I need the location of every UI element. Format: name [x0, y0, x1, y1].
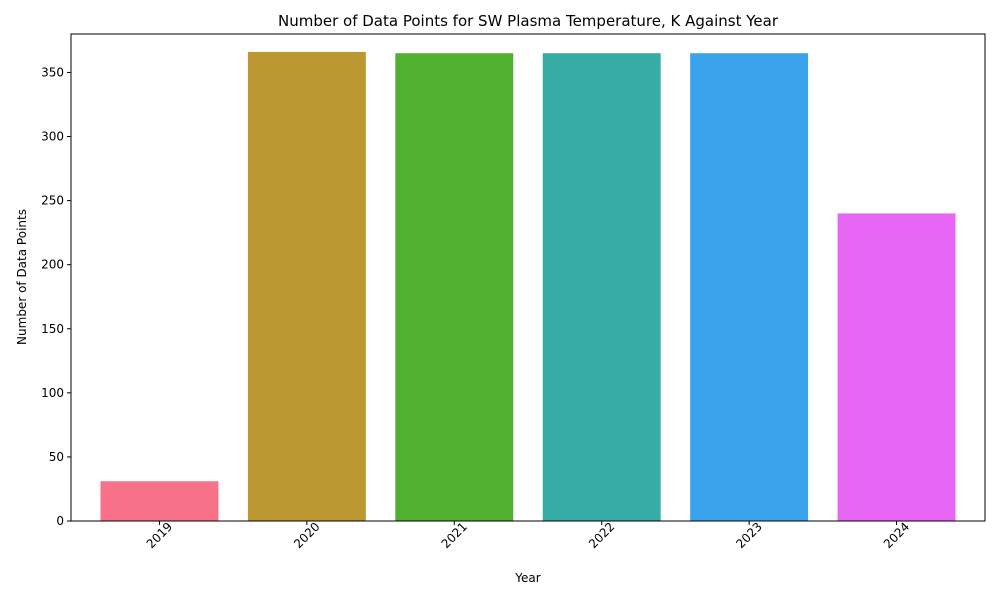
- bar-2021: [395, 53, 514, 521]
- x-tick-label: 2020: [291, 520, 322, 551]
- x-tick-label: 2024: [881, 520, 912, 551]
- y-axis-ticks: 0 50 100 150 200 250 300 350: [41, 65, 71, 528]
- x-tick-label: 2019: [144, 520, 175, 551]
- bar-2020: [247, 51, 366, 521]
- bar-2019: [100, 481, 219, 521]
- y-tick-label: 200: [41, 258, 64, 272]
- x-tick-label: 2022: [586, 520, 617, 551]
- y-tick-label: 50: [49, 450, 64, 464]
- x-tick-label: 2023: [733, 520, 764, 551]
- plot-frame: [70, 33, 986, 522]
- x-axis-label: Year: [514, 571, 540, 585]
- bars-group: [100, 51, 956, 521]
- y-tick-label: 350: [41, 65, 64, 79]
- y-axis-label: Number of Data Points: [15, 209, 29, 345]
- bar-2024: [837, 213, 956, 521]
- bar-2023: [690, 53, 809, 521]
- y-tick-label: 300: [41, 130, 64, 144]
- bar-2022: [542, 53, 661, 521]
- y-tick-label: 150: [41, 322, 64, 336]
- chart-title: Number of Data Points for SW Plasma Temp…: [278, 12, 779, 30]
- x-axis-ticks: 2019 2020 2021 2022 2023 2024: [144, 520, 913, 551]
- x-tick-label: 2021: [439, 520, 470, 551]
- y-tick-label: 100: [41, 386, 64, 400]
- y-tick-label: 0: [56, 514, 64, 528]
- y-tick-label: 250: [41, 194, 64, 208]
